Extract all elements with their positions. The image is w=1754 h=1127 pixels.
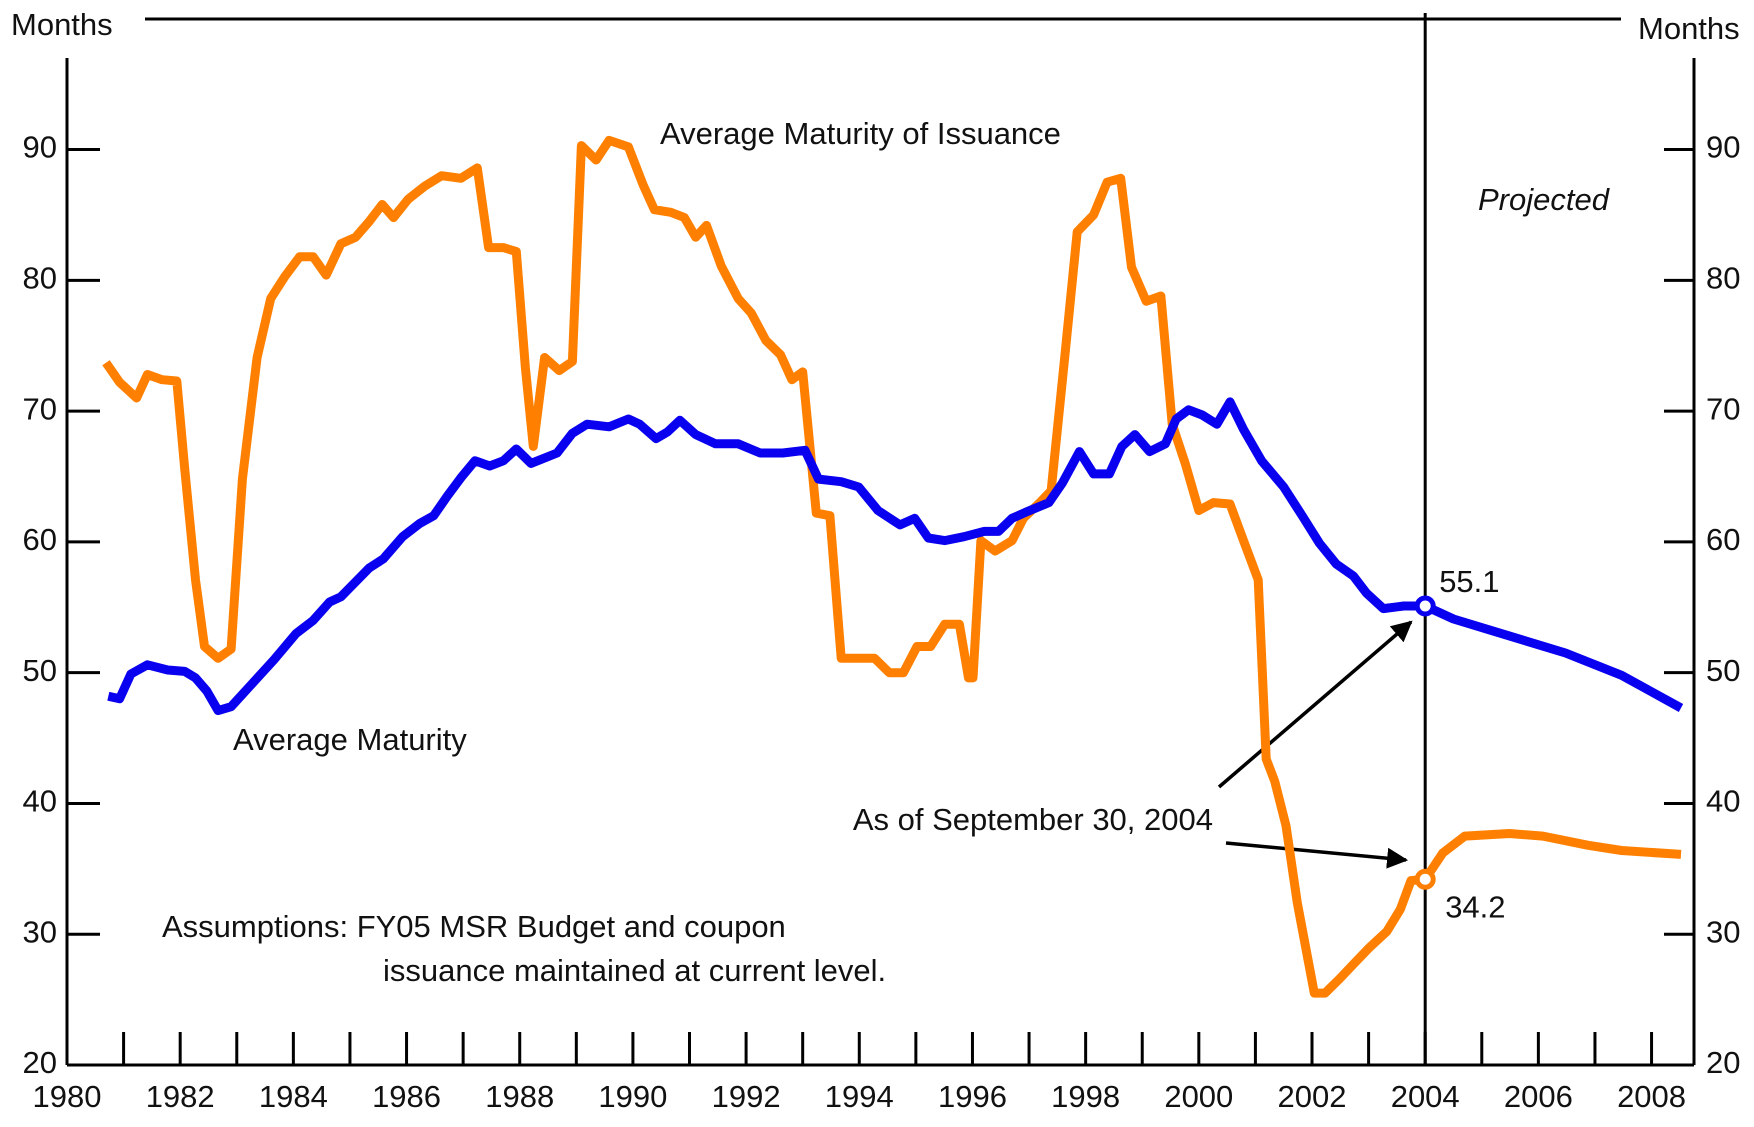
y2-tick-label: 40	[1706, 784, 1740, 819]
y2-tick-label: 80	[1706, 261, 1740, 296]
assumptions-line: issuance maintained at current level.	[383, 953, 886, 988]
point-marker	[1414, 868, 1436, 890]
x-tick-label: 2000	[1164, 1079, 1233, 1114]
y2-tick-label: 60	[1706, 522, 1740, 557]
point-label: 55.1	[1439, 564, 1499, 599]
series-line	[102, 135, 1682, 998]
y-tick-label: 90	[23, 130, 57, 165]
x-tick-label: 2004	[1391, 1079, 1460, 1114]
x-tick-label: 2002	[1278, 1079, 1347, 1114]
assumptions-line: Assumptions: FY05 MSR Budget and coupon	[162, 909, 786, 944]
arrow	[1225, 841, 1409, 869]
y-axis-label: Months	[11, 7, 113, 42]
x-tick-label: 1994	[825, 1079, 894, 1114]
point-marker	[1414, 595, 1436, 617]
x-tick-label: 1992	[712, 1079, 781, 1114]
series-label: Average Maturity of Issuance	[660, 116, 1061, 151]
y2-tick-label: 50	[1706, 653, 1740, 688]
y-tick-label: 20	[23, 1045, 57, 1080]
y-tick-label: 50	[23, 653, 57, 688]
y2-tick-label: 70	[1706, 391, 1740, 426]
arrow	[1217, 620, 1413, 789]
x-tick-label: 2008	[1617, 1079, 1686, 1114]
y2-axis-label: Months	[1638, 11, 1740, 46]
x-tick-label: 1996	[938, 1079, 1007, 1114]
y-tick-label: 30	[23, 914, 57, 949]
x-tick-label: 1984	[259, 1079, 328, 1114]
y2-tick-label: 20	[1706, 1045, 1740, 1080]
x-tick-label: 1986	[372, 1079, 441, 1114]
projected-label: Projected	[1478, 182, 1611, 217]
y-tick-label: 40	[23, 784, 57, 819]
series-line	[107, 397, 1684, 716]
x-tick-label: 1980	[33, 1079, 102, 1114]
point-label: 34.2	[1445, 889, 1505, 924]
y-tick-label: 60	[23, 522, 57, 557]
y-tick-label: 70	[23, 391, 57, 426]
x-tick-label: 1982	[146, 1079, 215, 1114]
x-tick-label: 1988	[485, 1079, 554, 1114]
y-tick-label: 80	[23, 261, 57, 296]
x-tick-label: 1998	[1051, 1079, 1120, 1114]
x-tick-label: 1990	[598, 1079, 667, 1114]
series-label: Average Maturity	[233, 722, 467, 757]
y2-tick-label: 90	[1706, 130, 1740, 165]
y2-tick-label: 30	[1706, 914, 1740, 949]
x-tick-label: 2006	[1504, 1079, 1573, 1114]
annotation: As of September 30, 2004	[853, 802, 1213, 837]
